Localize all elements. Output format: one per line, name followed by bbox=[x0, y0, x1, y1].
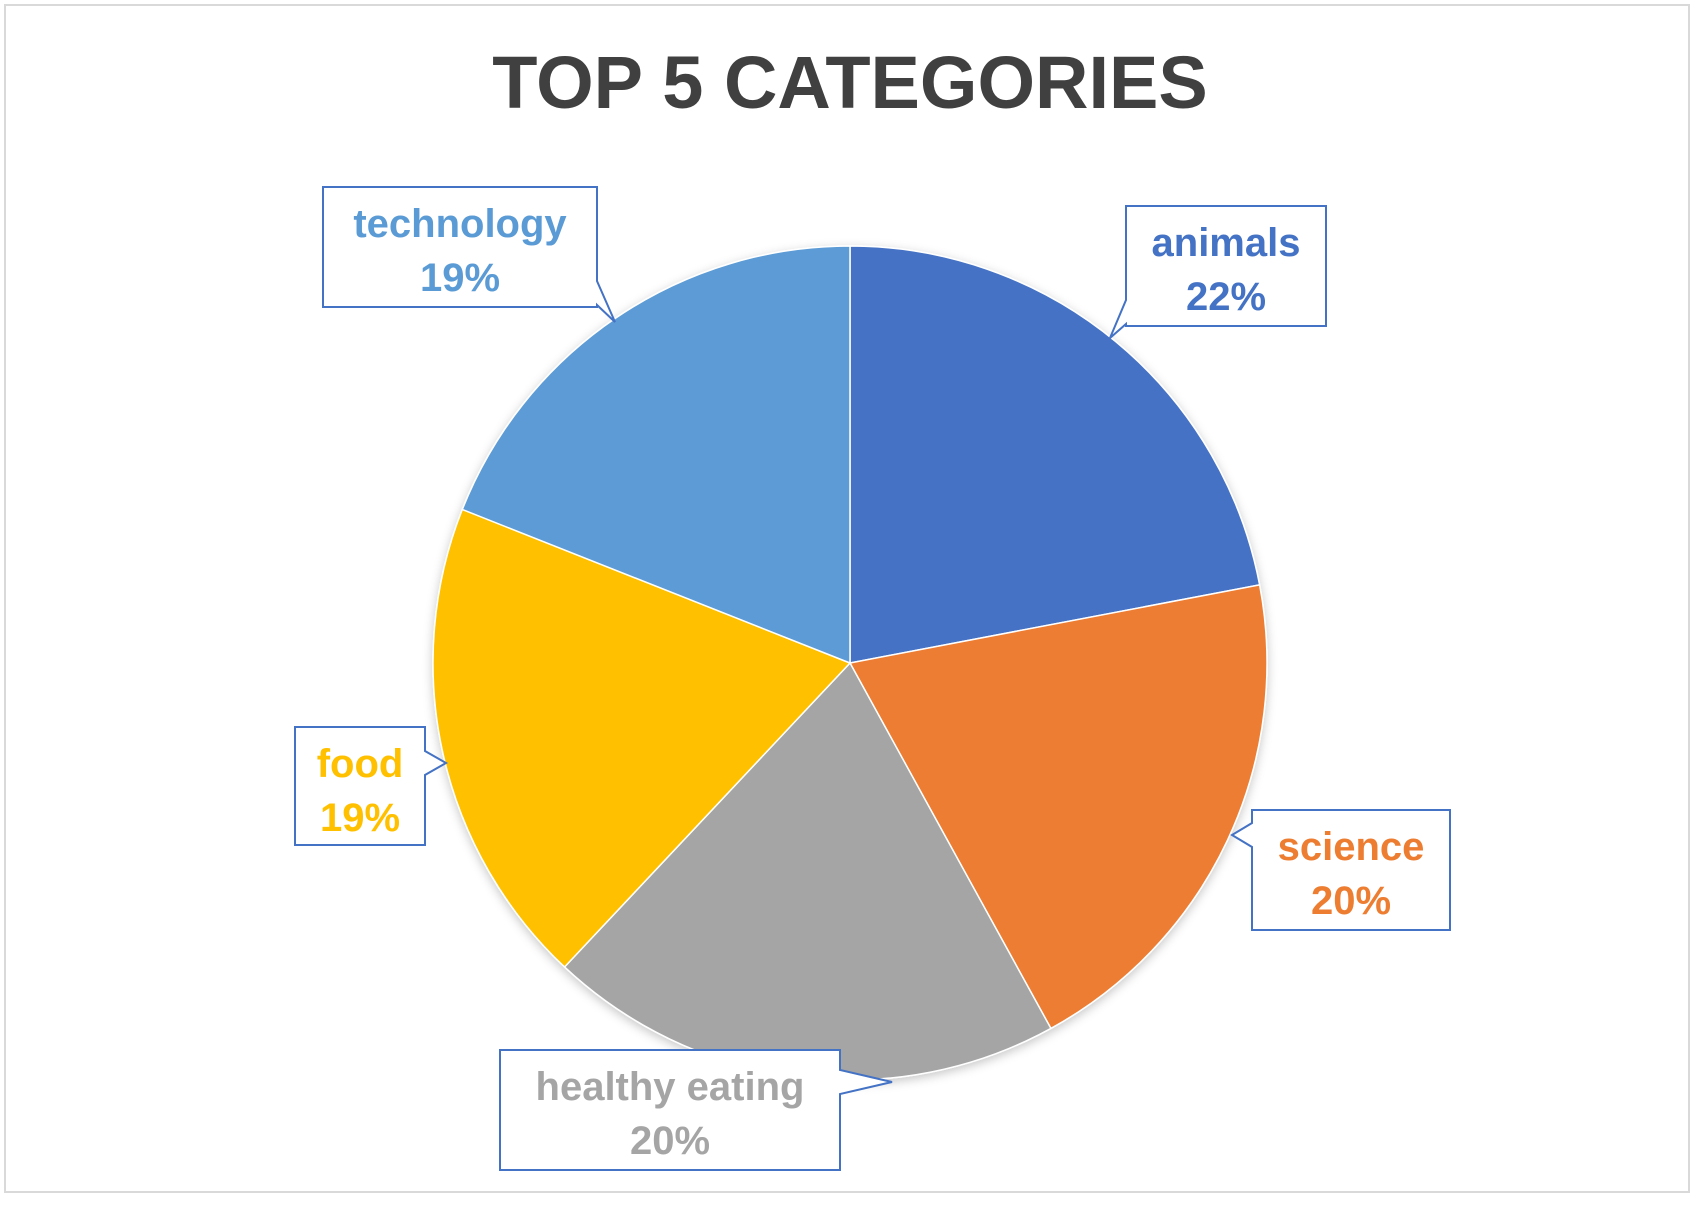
data-label-animals: animals 22% bbox=[1109, 205, 1327, 339]
pie-slices bbox=[432, 245, 1268, 1081]
data-label-percent: 20% bbox=[630, 1119, 710, 1163]
data-label-category: technology bbox=[353, 202, 567, 246]
pie-slice-food bbox=[432, 508, 851, 968]
callout-box bbox=[1109, 205, 1327, 339]
data-label-category: healthy eating bbox=[536, 1065, 805, 1109]
callout-box bbox=[499, 1049, 893, 1171]
data-label-category: food bbox=[317, 742, 404, 786]
chart-title: TOP 5 CATEGORIES bbox=[492, 41, 1208, 124]
callout-box bbox=[1230, 809, 1451, 931]
data-label-percent: 19% bbox=[420, 256, 500, 300]
data-label-healthy-eating: healthy eating 20% bbox=[499, 1049, 893, 1171]
data-label-technology: technology 19% bbox=[322, 186, 616, 323]
pie-slice-technology bbox=[461, 245, 851, 664]
callout-box bbox=[294, 726, 449, 846]
callout-box bbox=[322, 186, 616, 323]
pie-slice-animals bbox=[849, 245, 1261, 664]
data-label-science: science 20% bbox=[1230, 809, 1451, 931]
data-label-percent: 22% bbox=[1186, 275, 1266, 319]
data-label-percent: 20% bbox=[1311, 879, 1391, 923]
data-label-food: food 19% bbox=[294, 726, 449, 846]
data-label-callouts: animals 22% science 20% healthy eating 20% foo… bbox=[294, 186, 1451, 1171]
data-label-category: science bbox=[1278, 825, 1425, 869]
data-label-percent: 19% bbox=[320, 796, 400, 840]
data-label-category: animals bbox=[1152, 221, 1301, 265]
pie-slice-science bbox=[849, 584, 1268, 1030]
